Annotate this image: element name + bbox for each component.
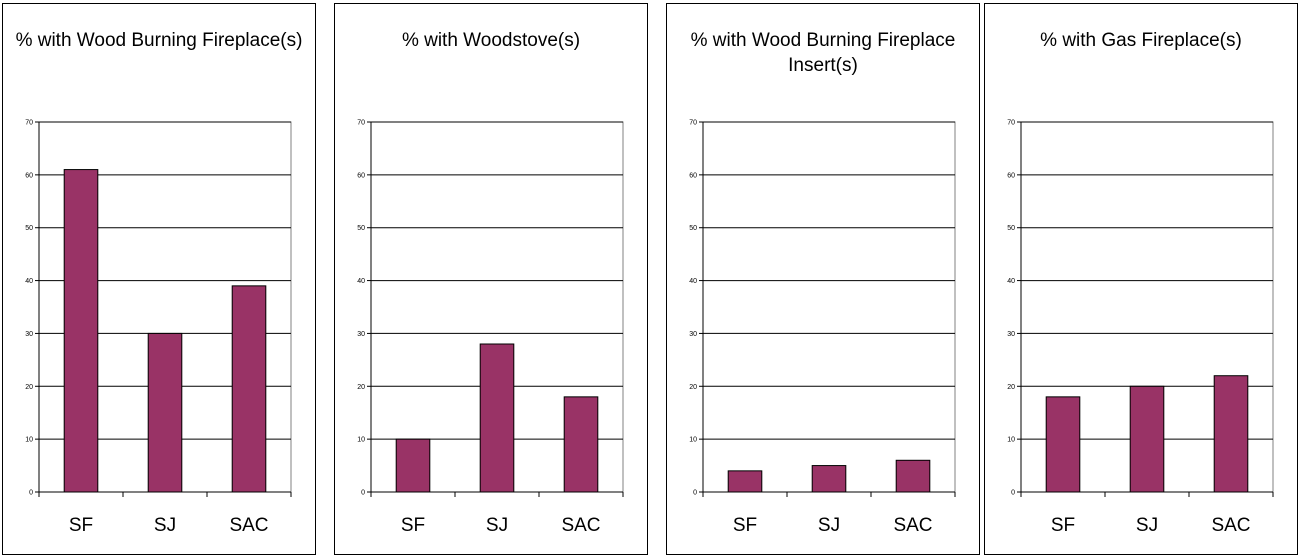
y-tick-label: 60 (689, 172, 697, 179)
bar (63, 169, 99, 493)
bar (147, 332, 183, 493)
y-tick-label: 60 (25, 172, 33, 179)
y-tick-label: 70 (689, 120, 697, 127)
y-tick-label: 20 (25, 384, 33, 391)
y-tick-label: 10 (689, 437, 697, 444)
y-tick-label: 40 (357, 278, 365, 285)
chart-panel-gas-fireplace: % with Gas Fireplace(s) 0 10 20 30 40 50 60 70 S… (984, 3, 1298, 555)
bar (1129, 385, 1165, 493)
y-tick-label: 50 (25, 225, 33, 232)
y-tick-label: 30 (357, 331, 365, 338)
bar-chart: 0 10 20 30 40 50 60 70 SF SJ SAC (25, 120, 292, 536)
y-tick-label: 10 (1007, 437, 1015, 444)
chart-panel-fireplace-insert: % with Wood Burning Fireplace Insert(s) … (666, 3, 980, 555)
category-label: SJ (1136, 515, 1158, 536)
y-tick-label: 10 (25, 437, 33, 444)
category-label: SJ (154, 515, 176, 536)
y-tick-label: 0 (693, 490, 697, 497)
y-tick-label: 40 (25, 278, 33, 285)
chart-title: % with Gas Fireplace(s) (1040, 30, 1242, 51)
category-label: SF (401, 515, 425, 536)
y-tick-label: 40 (1007, 278, 1015, 285)
y-tick-label: 0 (361, 490, 365, 497)
chart-title: % with Wood Burning Fireplace(s) (15, 30, 303, 51)
y-tick-label: 60 (1007, 172, 1015, 179)
y-tick-label: 20 (689, 384, 697, 391)
bar (811, 465, 847, 493)
bar-chart: 0 10 20 30 40 50 60 70 SF SJ SAC (1007, 120, 1274, 536)
plot-area (702, 121, 956, 493)
bar (479, 343, 515, 493)
bar (895, 459, 931, 493)
category-label: SAC (1211, 515, 1250, 536)
chart-panel-woodstove: % with Woodstove(s) 0 10 20 30 40 50 60 70 SF SJ S… (334, 3, 648, 555)
y-tick-label: 50 (689, 225, 697, 232)
y-tick-label: 0 (29, 490, 33, 497)
y-tick-label: 60 (357, 172, 365, 179)
category-label: SAC (893, 515, 932, 536)
bar (1045, 396, 1081, 493)
chart-title: % with Wood Burning Fireplace Insert(s) (690, 30, 956, 76)
category-label: SAC (229, 515, 268, 536)
chart-title: % with Woodstove(s) (401, 30, 581, 51)
y-tick-label: 50 (1007, 225, 1015, 232)
y-tick-label: 20 (357, 384, 365, 391)
bar (1213, 375, 1249, 493)
category-label: SF (733, 515, 757, 536)
y-tick-label: 30 (689, 331, 697, 338)
y-tick-label: 30 (25, 331, 33, 338)
bar-chart: 0 10 20 30 40 50 60 70 SF SJ SAC (689, 120, 956, 536)
y-tick-label: 50 (357, 225, 365, 232)
y-tick-label: 40 (689, 278, 697, 285)
y-tick-label: 70 (25, 120, 33, 127)
bar (727, 470, 763, 493)
bar (563, 396, 599, 493)
category-label: SF (1051, 515, 1075, 536)
bar (395, 438, 431, 493)
category-label: SAC (561, 515, 600, 536)
category-label: SJ (818, 515, 840, 536)
chart-panel-wood-fireplace: % with Wood Burning Fireplace(s) 0 10 20 30… (2, 3, 316, 555)
bar-chart: 0 10 20 30 40 50 60 70 SF SJ SAC (357, 120, 624, 536)
y-tick-label: 0 (1011, 490, 1015, 497)
category-label: SF (69, 515, 93, 536)
y-tick-label: 70 (1007, 120, 1015, 127)
y-tick-label: 30 (1007, 331, 1015, 338)
y-tick-label: 20 (1007, 384, 1015, 391)
y-tick-label: 10 (357, 437, 365, 444)
y-tick-label: 70 (357, 120, 365, 127)
bar (231, 285, 267, 493)
category-label: SJ (486, 515, 508, 536)
